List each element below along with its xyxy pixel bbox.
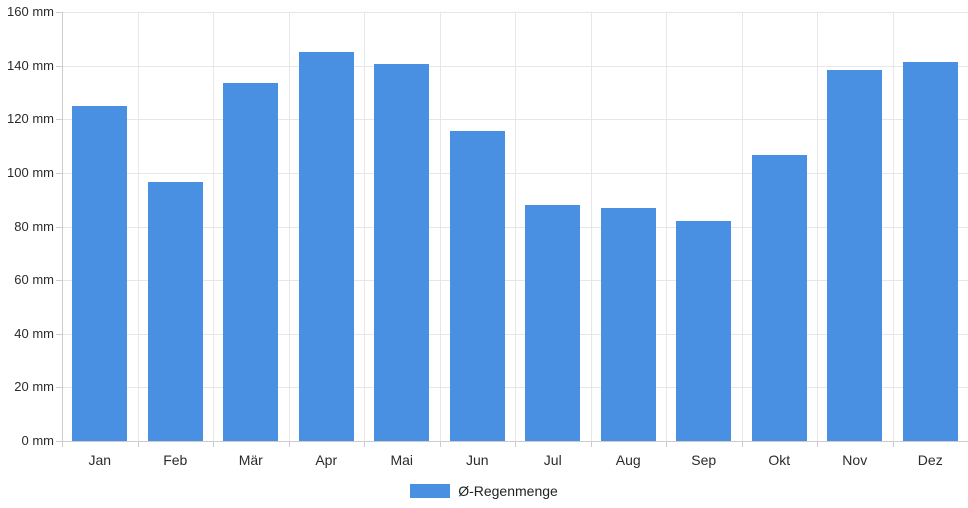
x-axis-category-label: Okt [768, 452, 791, 468]
x-axis-category-label: Aug [615, 452, 641, 468]
y-axis-tick-label: 140 mm [7, 57, 54, 73]
y-axis-tick [56, 12, 62, 13]
x-axis-tick [288, 441, 290, 447]
x-axis-category-label: Nov [842, 452, 868, 468]
x-axis-category-label: Dez [917, 452, 943, 468]
y-axis-tick-label: 100 mm [7, 164, 54, 180]
bar-jul[interactable] [525, 205, 580, 441]
v-gridline [666, 12, 667, 441]
bar-feb[interactable] [148, 182, 203, 441]
bar-dez[interactable] [903, 62, 958, 441]
y-axis-tick [56, 441, 62, 442]
v-gridline [364, 12, 365, 441]
y-axis-tick-label: 40 mm [14, 325, 54, 341]
bar-jan[interactable] [72, 106, 127, 441]
x-axis-tick [741, 441, 743, 447]
bar-jun[interactable] [450, 131, 505, 441]
x-axis-tick [817, 441, 818, 447]
y-axis-tick-label: 60 mm [14, 272, 54, 288]
x-axis-category-label: Jan [88, 452, 112, 468]
x-axis-category-label: Mai [390, 452, 414, 468]
y-axis-tick-label: 0 mm [21, 433, 55, 448]
legend-swatch-icon [410, 484, 451, 498]
bar-sep[interactable] [676, 221, 731, 441]
v-gridline [439, 12, 441, 441]
bar-aug[interactable] [601, 208, 656, 441]
y-axis-tick-label: 160 mm [7, 4, 54, 19]
y-axis-tick-label: 80 mm [14, 218, 54, 234]
x-axis-category-label: Mär [238, 452, 263, 468]
x-axis-tick [666, 441, 667, 447]
y-axis-tick [56, 172, 62, 174]
y-axis-tick-label: 20 mm [14, 379, 54, 395]
x-axis-category-label: Apr [315, 452, 338, 468]
x-axis-tick [364, 441, 365, 447]
x-axis-tick [515, 441, 516, 447]
v-gridline [137, 12, 139, 441]
v-gridline [892, 12, 894, 441]
bar-mär[interactable] [223, 83, 278, 441]
v-gridline [741, 12, 743, 441]
x-axis-category-label: Jul [543, 452, 562, 468]
x-axis-tick [590, 441, 592, 447]
v-gridline [515, 12, 516, 441]
v-gridline [213, 12, 214, 441]
x-axis-line [62, 441, 968, 442]
bar-nov[interactable] [827, 70, 882, 441]
plot-area [62, 12, 968, 441]
y-axis-tick [56, 280, 62, 282]
x-axis-category-label: Feb [163, 452, 188, 468]
y-axis-line [62, 12, 63, 441]
y-axis-tick [56, 226, 62, 228]
x-axis-tick [213, 441, 214, 447]
legend-label: Ø-Regenmenge [458, 483, 558, 499]
bar-mai[interactable] [374, 64, 429, 441]
y-axis-tick [56, 387, 62, 389]
v-gridline [288, 12, 290, 441]
x-axis-category-label: Sep [691, 452, 717, 468]
x-axis-tick [892, 441, 894, 447]
v-gridline [590, 12, 592, 441]
y-axis-tick [56, 119, 62, 121]
x-axis-category-label: Jun [465, 452, 489, 468]
y-axis-tick [56, 333, 62, 335]
bar-okt[interactable] [752, 155, 807, 441]
v-gridline [817, 12, 818, 441]
legend[interactable]: Ø-Regenmenge [0, 481, 968, 501]
x-axis-tick [439, 441, 441, 447]
y-axis-tick-label: 120 mm [7, 111, 54, 127]
x-axis-tick [62, 441, 63, 447]
bar-apr[interactable] [299, 52, 354, 441]
x-axis-tick [137, 441, 139, 447]
y-axis-tick [56, 65, 62, 67]
